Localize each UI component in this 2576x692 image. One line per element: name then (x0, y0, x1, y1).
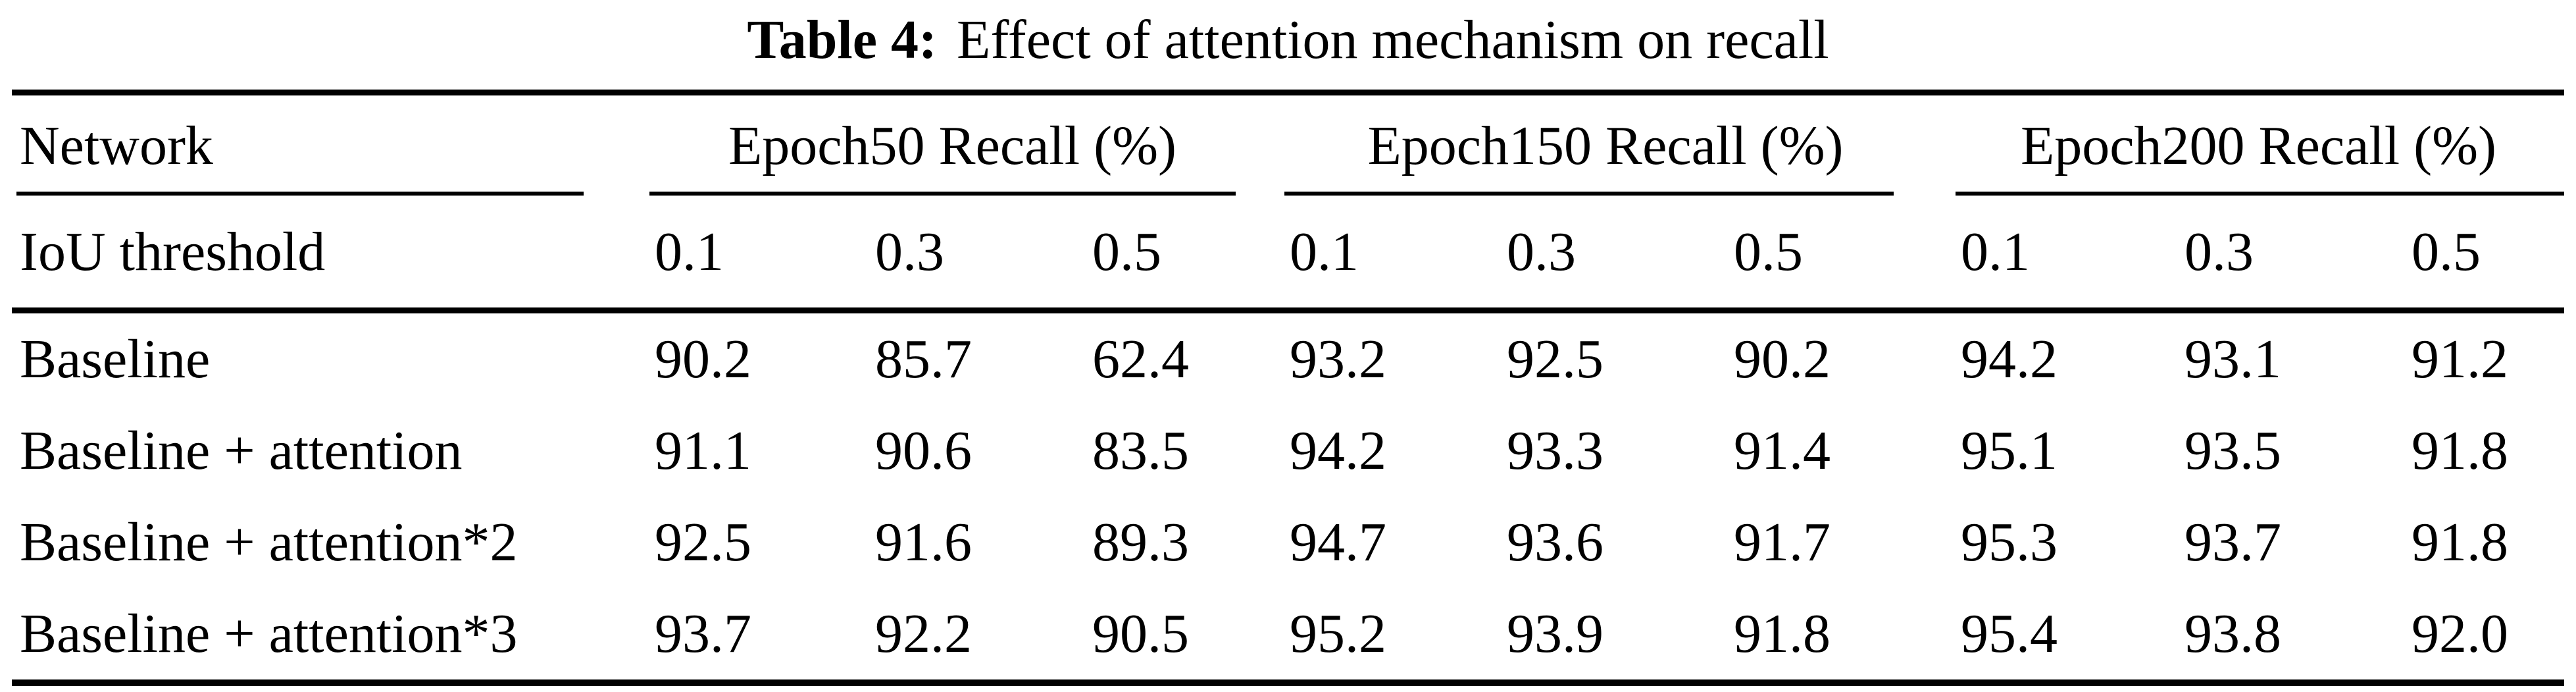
group-header-epoch200-label: Epoch200 Recall (%) (2020, 115, 2497, 176)
value-cell: 93.8 (2185, 603, 2281, 664)
rule-under-network (16, 192, 584, 196)
value-cell: 95.2 (1290, 603, 1386, 664)
bottom-rule (12, 679, 2564, 686)
value-cell: 91.6 (875, 512, 972, 573)
value-cell: 92.0 (2412, 603, 2508, 664)
value-cell: 91.4 (1734, 420, 1831, 481)
value-cell: 91.8 (1734, 603, 1831, 664)
rule-under-epoch50 (649, 192, 1236, 196)
value-cell: 93.5 (2185, 420, 2281, 481)
value-cell: 92.5 (1507, 329, 1604, 390)
value-cell: 85.7 (875, 329, 972, 390)
column-header-network: Network (0, 95, 635, 196)
value-cell: 93.2 (1290, 329, 1386, 390)
row-label-baseline: Baseline (20, 329, 211, 390)
threshold-cell: 0.1 (1961, 221, 2030, 282)
table-caption: Table 4: Effect of attention mechanism o… (0, 0, 2576, 90)
group-header-epoch150: Epoch150 Recall (%) (1270, 95, 1941, 196)
top-rule (12, 90, 2564, 95)
value-cell: 93.6 (1507, 512, 1604, 573)
value-cell: 89.3 (1092, 512, 1189, 573)
value-cell: 95.3 (1961, 512, 2058, 573)
threshold-cell: 0.1 (655, 221, 724, 282)
value-cell: 93.7 (655, 603, 751, 664)
caption-label: Table 4: (747, 9, 938, 70)
threshold-cell: 0.1 (1290, 221, 1359, 282)
value-cell: 83.5 (1092, 420, 1189, 481)
value-cell: 91.2 (2412, 329, 2508, 390)
value-cell: 90.5 (1092, 603, 1189, 664)
value-cell: 93.7 (2185, 512, 2281, 573)
caption-text: Effect of attention mechanism on recall (957, 9, 1829, 70)
value-cell: 90.2 (1734, 329, 1831, 390)
value-cell: 91.8 (2412, 420, 2508, 481)
row-label-baseline-attention-x2: Baseline + attention*2 (20, 512, 518, 573)
value-cell: 93.9 (1507, 603, 1604, 664)
group-header-epoch200: Epoch200 Recall (%) (1941, 95, 2576, 196)
value-cell: 91.1 (655, 420, 751, 481)
rule-under-epoch200 (1956, 192, 2564, 196)
value-cell: 92.5 (655, 512, 751, 573)
threshold-cell: 0.5 (1734, 221, 1803, 282)
threshold-cell: 0.3 (2185, 221, 2254, 282)
value-cell: 93.3 (1507, 420, 1604, 481)
value-cell: 93.1 (2185, 329, 2281, 390)
value-cell: 92.2 (875, 603, 972, 664)
mid-rule (12, 307, 2564, 313)
value-cell: 90.2 (655, 329, 751, 390)
value-cell: 90.6 (875, 420, 972, 481)
group-header-epoch50-label: Epoch50 Recall (%) (728, 115, 1177, 176)
value-cell: 94.7 (1290, 512, 1386, 573)
value-cell: 95.1 (1961, 420, 2058, 481)
value-cell: 62.4 (1092, 329, 1189, 390)
row-header-iou-threshold: IoU threshold (20, 221, 326, 282)
threshold-cell: 0.3 (1507, 221, 1576, 282)
group-header-epoch50: Epoch50 Recall (%) (635, 95, 1270, 196)
threshold-cell: 0.5 (1092, 221, 1161, 282)
value-cell: 94.2 (1961, 329, 2058, 390)
value-cell: 95.4 (1961, 603, 2058, 664)
rule-under-epoch150 (1284, 192, 1894, 196)
threshold-cell: 0.5 (2412, 221, 2481, 282)
column-header-network-label: Network (20, 115, 213, 176)
value-cell: 91.8 (2412, 512, 2508, 573)
value-cell: 91.7 (1734, 512, 1831, 573)
row-label-baseline-attention: Baseline + attention (20, 420, 463, 481)
value-cell: 94.2 (1290, 420, 1386, 481)
threshold-cell: 0.3 (875, 221, 944, 282)
row-label-baseline-attention-x3: Baseline + attention*3 (20, 603, 518, 664)
group-header-epoch150-label: Epoch150 Recall (%) (1367, 115, 1844, 176)
